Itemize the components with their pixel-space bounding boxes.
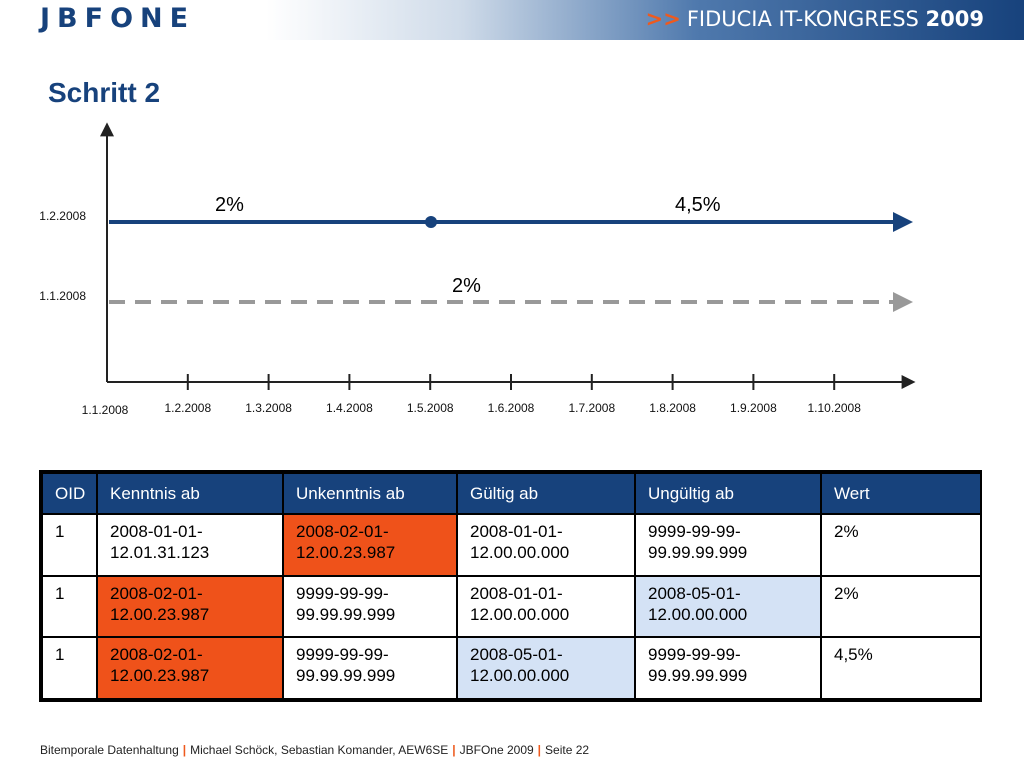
table-cell: 9999-99-99-99.99.99.999	[282, 636, 458, 700]
x-tick-label: 1.9.2008	[730, 401, 777, 415]
event-banner: >> FIDUCIA IT-KONGRESS 2009	[646, 7, 984, 31]
label-gray-2pct: 2%	[452, 275, 481, 297]
footer-event: JBFOne 2009	[459, 743, 534, 757]
x-tick-label: 1.8.2008	[649, 401, 696, 415]
column-header: Ungültig ab	[634, 472, 822, 515]
table-cell: 2008-02-01-12.00.23.987	[96, 636, 284, 700]
event-year: 2009	[925, 7, 984, 31]
table-cell: 2%	[820, 574, 982, 639]
slide-header: JBFONE >> FIDUCIA IT-KONGRESS 2009	[0, 0, 1024, 40]
footer-separator: |	[182, 743, 187, 757]
table-cell: 1	[41, 513, 98, 577]
column-header: Wert	[820, 472, 982, 515]
table-cell: 9999-99-99-99.99.99.999	[282, 574, 458, 639]
change-marker	[425, 216, 437, 228]
table-row: 1 2008-02-01-12.00.23.987 9999-99-99-99.99…	[41, 636, 982, 700]
event-arrows: >>	[645, 7, 681, 31]
column-header: Unkenntnis ab	[282, 472, 458, 515]
label-blue-2pct: 2%	[215, 194, 244, 216]
table-cell: 2008-05-01-12.00.00.000	[634, 574, 822, 639]
x-tick-label: 1.3.2008	[245, 401, 292, 415]
x-tick-label: 1.7.2008	[568, 401, 615, 415]
column-header: Kenntnis ab	[96, 472, 284, 515]
y-tick-label: 1.1.2008	[39, 289, 86, 303]
footer-separator: |	[452, 743, 456, 757]
x-tick-label: 1.6.2008	[488, 401, 535, 415]
table-cell: 2008-01-01-12.00.00.000	[456, 513, 636, 577]
table-cell: 4,5%	[820, 636, 982, 700]
table-cell: 9999-99-99-99.99.99.999	[634, 513, 822, 577]
footer-authors: Michael Schöck, Sebastian Komander, AEW6…	[190, 743, 449, 757]
table-row: 1 2008-02-01-12.00.23.987 9999-99-99-99.99…	[41, 574, 982, 639]
y-tick-label: 1.2.2008	[39, 209, 86, 223]
table-cell: 1	[41, 574, 98, 639]
slide-title: Schritt 2	[48, 77, 161, 108]
event-name: FIDUCIA IT-KONGRESS	[686, 7, 919, 31]
x-ticks	[186, 374, 836, 390]
x-tick-label: 1.4.2008	[326, 401, 373, 415]
footer-separator: |	[537, 743, 542, 757]
x-tick-label: 1.10.2008	[808, 401, 862, 415]
y-tick-labels: 1.1.2008 1.2.2008	[39, 209, 86, 303]
bitemporal-table: OID Kenntnis ab Unkenntnis ab Gültig ab Ungü…	[41, 472, 982, 700]
table-cell: 2008-02-01-12.00.23.987	[96, 574, 284, 639]
table-cell: 1	[41, 636, 98, 700]
table-row: 1 2008-01-01-12.01.31.123 2008-02-01-12.00…	[41, 513, 982, 577]
footer-page: Seite 22	[545, 743, 590, 757]
table-cell: 9999-99-99-99.99.99.999	[634, 636, 822, 700]
timeline-chart: 1.1.2008 1.2.2008 1.3.2008 1.4.2008 1.5.2008…	[39, 122, 916, 417]
column-header: OID	[41, 472, 98, 515]
x-tick-labels: 1.1.2008 1.2.2008 1.3.2008 1.4.2008 1.5.2008…	[82, 401, 862, 417]
slide-footer: Bitemporale Datenhaltung | Michael Schöck,…	[40, 743, 589, 757]
x-tick-label: 1.2.2008	[164, 401, 211, 415]
table-cell: 2008-01-01-12.00.00.000	[456, 574, 636, 639]
jbfone-logo: JBFONE	[40, 3, 196, 34]
table-cell: 2008-05-01-12.00.00.000	[456, 636, 636, 700]
footer-topic: Bitemporale Datenhaltung	[40, 743, 179, 757]
table-cell: 2008-01-01-12.01.31.123	[96, 513, 284, 577]
table-header-row: OID Kenntnis ab Unkenntnis ab Gültig ab Ungü…	[41, 472, 982, 515]
label-blue-4-5pct: 4,5%	[675, 194, 721, 216]
x-tick-label: 1.5.2008	[407, 401, 454, 415]
table-frame: OID Kenntnis ab Unkenntnis ab Gültig ab Ungü…	[39, 470, 982, 702]
x-tick-label: 1.1.2008	[82, 403, 129, 417]
column-header: Gültig ab	[456, 472, 636, 515]
table-cell: 2%	[820, 513, 982, 577]
table-cell: 2008-02-01-12.00.23.987	[282, 513, 458, 577]
